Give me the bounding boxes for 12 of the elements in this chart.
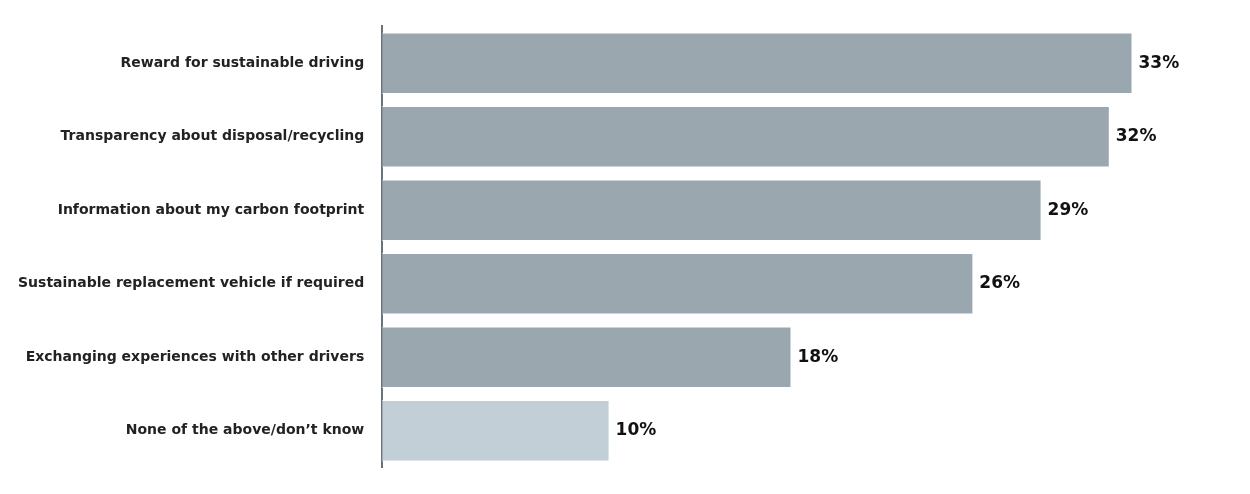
data-label: 18% [797,345,839,366]
y-tick-label: Reward for sustainable driving [120,53,365,70]
data-label: 33% [1138,51,1180,72]
data-label: 29% [1047,198,1089,219]
data-label: 26% [979,272,1021,293]
y-tick-label: Transparency about disposal/recycling [60,127,365,144]
data-label: 10% [615,419,657,440]
y-tick-label: Sustainable replacement vehicle if required [17,274,365,291]
data-label: 32% [1115,125,1157,146]
y-tick-label: Information about my carbon footprint [57,200,365,217]
y-tick-label: None of the above/don’t know [125,421,365,438]
y-tick-label: Exchanging experiences with other drivers [25,347,365,364]
